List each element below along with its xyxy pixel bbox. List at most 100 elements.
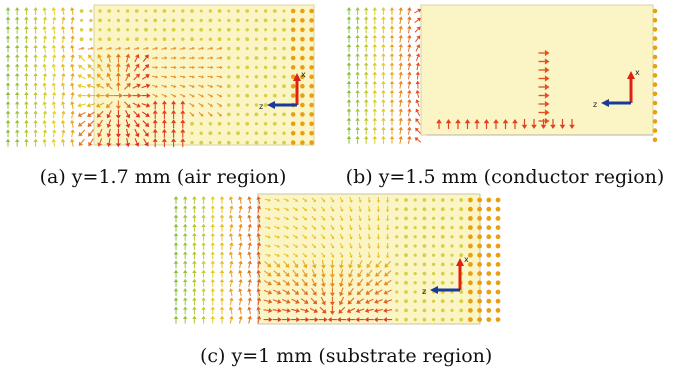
field-arrow xyxy=(77,83,87,89)
field-dot xyxy=(290,27,296,33)
field-arrow xyxy=(5,35,11,44)
field-arrow xyxy=(538,83,550,91)
field-arrow xyxy=(219,242,225,250)
field-arrow xyxy=(238,205,243,214)
field-arrow xyxy=(5,63,11,72)
field-arrow xyxy=(376,242,381,249)
field-dot xyxy=(477,280,482,286)
field-arrow xyxy=(115,119,121,129)
field-arrow xyxy=(182,214,188,223)
field-dot xyxy=(450,299,454,303)
field-dot xyxy=(254,131,259,135)
field-dot xyxy=(254,9,258,13)
field-arrow xyxy=(228,269,234,278)
field-arrow xyxy=(256,269,261,278)
field-arrow xyxy=(42,138,47,147)
field-dot xyxy=(395,318,399,322)
field-arrow xyxy=(182,196,188,204)
field-arrow xyxy=(329,296,335,306)
field-arrow xyxy=(398,117,403,126)
field-arrow xyxy=(367,224,371,231)
field-arrow xyxy=(42,25,47,34)
field-dot xyxy=(273,18,277,22)
field-arrow xyxy=(398,71,403,80)
field-dot xyxy=(413,235,417,239)
field-arrow xyxy=(207,65,214,70)
field-arrow xyxy=(142,54,149,62)
field-dot xyxy=(468,197,473,203)
field-arrow xyxy=(95,102,105,108)
field-dot xyxy=(422,317,427,322)
field-arrow xyxy=(346,80,352,89)
field-arrow xyxy=(87,111,95,117)
field-dot xyxy=(282,94,286,98)
field-dot xyxy=(440,253,445,258)
field-dot xyxy=(199,37,203,41)
field-arrow xyxy=(247,242,252,251)
field-arrow xyxy=(70,119,75,128)
field-arrow xyxy=(210,315,216,324)
field-arrow xyxy=(182,251,188,260)
field-arrow xyxy=(77,74,86,80)
field-dot xyxy=(236,141,240,145)
field-arrow xyxy=(33,7,38,15)
field-arrow xyxy=(229,278,234,287)
field-dot xyxy=(495,206,501,212)
field-arrow xyxy=(538,58,550,65)
field-arrow xyxy=(292,243,299,248)
field-arrow xyxy=(51,101,57,110)
field-dot xyxy=(486,252,492,258)
field-dot xyxy=(495,262,501,267)
field-arrow xyxy=(263,308,273,313)
field-arrow xyxy=(171,100,177,110)
field-arrow xyxy=(161,138,167,148)
field-arrow xyxy=(346,307,356,313)
field-arrow xyxy=(198,75,205,79)
field-arrow xyxy=(42,7,47,16)
field-arrow xyxy=(70,25,75,34)
field-dot xyxy=(236,84,240,88)
field-dot xyxy=(652,100,658,106)
field-arrow xyxy=(173,306,179,315)
field-arrow xyxy=(291,308,300,314)
field-arrow xyxy=(355,71,360,80)
field-arrow xyxy=(538,66,550,74)
field-arrow xyxy=(201,196,206,204)
field-arrow xyxy=(219,278,225,287)
field-arrow xyxy=(171,119,177,129)
field-dot xyxy=(245,121,250,126)
field-arrow xyxy=(14,7,20,15)
field-arrow xyxy=(349,252,353,259)
field-dot xyxy=(282,56,286,60)
field-arrow xyxy=(247,232,252,241)
field-dot xyxy=(422,290,427,294)
field-arrow xyxy=(365,288,374,295)
field-arrow xyxy=(179,46,186,51)
field-arrow xyxy=(61,16,66,25)
field-arrow xyxy=(219,232,225,241)
field-dot xyxy=(300,8,305,14)
field-arrow xyxy=(415,127,421,134)
field-arrow xyxy=(133,63,140,72)
field-arrow xyxy=(201,288,206,296)
field-arrow xyxy=(346,53,352,61)
field-arrow xyxy=(170,46,177,51)
field-dot xyxy=(273,131,277,135)
field-arrow xyxy=(381,7,386,15)
field-arrow xyxy=(60,25,66,34)
field-arrow xyxy=(349,224,353,231)
field-arrow xyxy=(96,110,104,118)
field-arrow xyxy=(143,138,149,147)
field-arrow xyxy=(152,100,158,110)
field-arrow xyxy=(363,135,369,144)
field-dot xyxy=(432,207,436,211)
field-arrow xyxy=(179,75,186,79)
field-arrow xyxy=(33,91,38,100)
field-arrow xyxy=(173,260,179,269)
field-arrow xyxy=(381,99,386,107)
field-dot xyxy=(450,308,454,312)
field-dot xyxy=(422,271,427,276)
field-arrow xyxy=(201,214,206,223)
field-arrow xyxy=(263,298,273,304)
